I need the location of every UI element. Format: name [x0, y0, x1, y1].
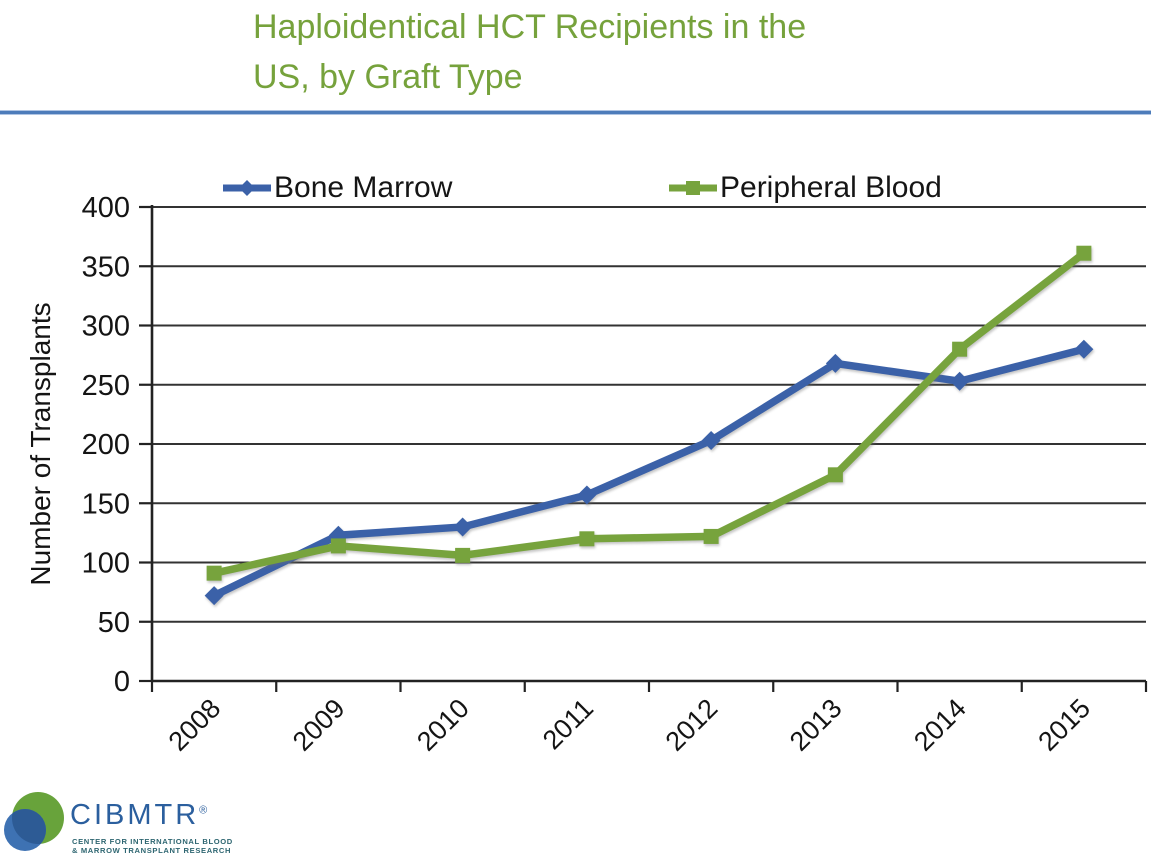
- x-tick-label: 2010: [411, 693, 475, 757]
- data-point-diamond: [701, 430, 721, 450]
- series-line: [212, 345, 1085, 600]
- series-peripheral-blood: [206, 245, 1092, 581]
- data-point-square: [330, 538, 346, 554]
- x-tick-label: 2015: [1032, 693, 1096, 757]
- series-bone-marrow: [204, 339, 1094, 606]
- data-point-square: [703, 528, 719, 544]
- x-tick-label: 2012: [660, 693, 724, 757]
- data-point-diamond: [950, 371, 970, 391]
- legend-square: [686, 181, 700, 195]
- legend-item-peripheral-blood: Peripheral Blood: [669, 171, 942, 205]
- page-title-line2: US, by Graft Type: [253, 58, 523, 96]
- y-tick-label: 300: [82, 311, 130, 343]
- registered-mark: ®: [199, 804, 208, 817]
- x-tick-label: 2011: [537, 693, 599, 755]
- legend-item-bone-marrow: Bone Marrow: [223, 171, 452, 205]
- data-point-diamond: [825, 353, 845, 373]
- series-line: [213, 250, 1087, 577]
- data-point-square: [952, 341, 968, 357]
- bone-marrow-line-marker-icon: [223, 180, 271, 196]
- legend-diamond: [239, 180, 255, 196]
- legend-label-bone-marrow: Bone Marrow: [274, 171, 453, 204]
- x-tick-label: 2009: [287, 693, 351, 757]
- data-point-square: [455, 547, 471, 563]
- page-title: Haploidentical HCT Recipients in the US,…: [253, 2, 983, 102]
- brand-name: CIBMTR®: [70, 799, 207, 832]
- data-point-diamond: [453, 517, 473, 537]
- data-point-square: [827, 467, 843, 483]
- data-point-diamond: [1074, 339, 1094, 359]
- peripheral-blood-line-marker-icon: [669, 181, 717, 195]
- y-tick-label: 100: [82, 548, 130, 580]
- y-tick-label: 350: [82, 251, 130, 283]
- cibmtr-logo-icon: [4, 792, 64, 851]
- y-tick-label: 50: [98, 607, 130, 639]
- legend-label-peripheral-blood: Peripheral Blood: [720, 171, 942, 204]
- x-tick-label: 2014: [908, 693, 972, 757]
- page-title-line1: Haploidentical HCT Recipients in the: [253, 8, 807, 46]
- x-tick-label: 2008: [163, 693, 227, 757]
- data-point-diamond: [577, 485, 597, 505]
- brand-text: CIBMTR: [70, 799, 200, 831]
- title-divider: [0, 111, 1151, 114]
- y-tick-label: 250: [82, 370, 130, 402]
- y-tick-label: 200: [82, 429, 130, 461]
- y-tick-label: 0: [114, 666, 130, 698]
- y-tick-label: 400: [82, 192, 130, 224]
- data-point-square: [1076, 245, 1092, 261]
- data-point-square: [579, 531, 595, 547]
- x-tick-label: 2013: [784, 693, 848, 757]
- data-point-square: [206, 565, 222, 581]
- y-tick-label: 150: [82, 488, 130, 520]
- brand-tagline-line2: & MARROW TRANSPLANT RESEARCH: [72, 846, 232, 855]
- brand-tagline-line1: CENTER FOR INTERNATIONAL BLOOD: [72, 837, 233, 846]
- data-point-diamond: [204, 586, 224, 606]
